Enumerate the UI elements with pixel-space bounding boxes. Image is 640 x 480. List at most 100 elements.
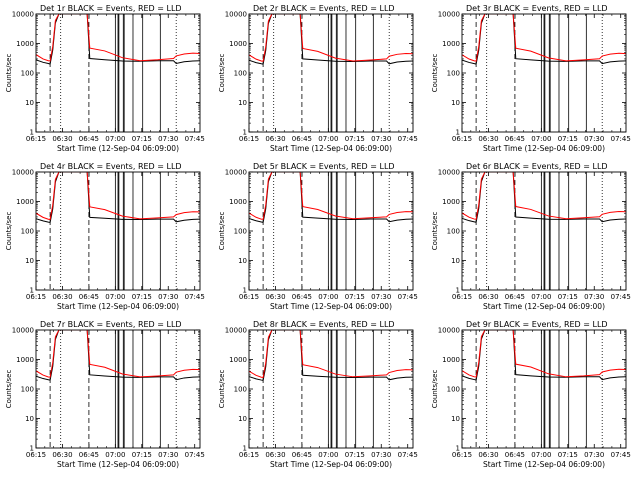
x-tick-label: 07:30 — [371, 451, 391, 459]
x-tick-label: 06:45 — [292, 293, 312, 301]
x-tick-label: 06:30 — [52, 451, 72, 459]
x-tick-label: 06:45 — [292, 135, 312, 143]
y-tick-label: 10000 — [225, 11, 247, 19]
x-tick-label: 07:45 — [398, 451, 418, 459]
y-tick-label: 100 — [234, 228, 247, 236]
panel-title: Det 4r BLACK = Events, RED = LLD — [40, 162, 182, 171]
panel-title: Det 2r BLACK = Events, RED = LLD — [253, 4, 395, 13]
x-tick-label: 07:15 — [558, 135, 578, 143]
y-tick-label: 1000 — [442, 356, 460, 364]
x-tick-label: 07:30 — [584, 135, 604, 143]
plot-frame — [35, 329, 201, 449]
x-tick-label: 06:15 — [239, 293, 259, 301]
x-axis-label: Start Time (12-Sep-04 06:09:00) — [483, 302, 605, 311]
x-tick-label: 07:00 — [105, 135, 125, 143]
y-tick-label: 10000 — [438, 169, 460, 177]
y-axis-label: Counts/sec — [431, 370, 439, 409]
y-tick-label: 10000 — [225, 327, 247, 335]
lld-series-line — [36, 14, 200, 62]
y-tick-label: 1000 — [442, 198, 460, 206]
x-tick-label: 07:00 — [318, 135, 338, 143]
plot-frame — [248, 171, 414, 291]
y-tick-label: 10 — [451, 99, 460, 107]
y-tick-label: 10 — [451, 415, 460, 423]
chart-panel-2: Det 2r BLACK = Events, RED = LLD Counts/s… — [218, 4, 418, 153]
y-tick-label: 1 — [456, 445, 460, 453]
x-tick-label: 07:45 — [611, 451, 631, 459]
y-tick-label: 100 — [21, 70, 34, 78]
panel-title: Det 7r BLACK = Events, RED = LLD — [40, 320, 182, 329]
lld-series-line — [249, 330, 413, 379]
x-tick-label: 07:45 — [398, 293, 418, 301]
y-tick-label: 10 — [25, 415, 34, 423]
y-tick-label: 1000 — [16, 356, 34, 364]
lld-series-line — [249, 14, 413, 62]
x-tick-label: 07:45 — [611, 135, 631, 143]
panel-title: Det 5r BLACK = Events, RED = LLD — [253, 162, 395, 171]
x-axis-label: Start Time (12-Sep-04 06:09:00) — [483, 460, 605, 469]
y-tick-label: 1 — [456, 129, 460, 137]
plot-frame — [248, 329, 414, 449]
y-tick-label: 10000 — [225, 169, 247, 177]
events-series-line — [249, 172, 413, 223]
y-tick-label: 10 — [25, 99, 34, 107]
y-tick-label: 100 — [21, 386, 34, 394]
y-tick-label: 10 — [25, 257, 34, 265]
y-tick-label: 100 — [234, 386, 247, 394]
x-tick-label: 06:30 — [52, 135, 72, 143]
lld-series-line — [462, 330, 626, 378]
y-axis-label: Counts/sec — [218, 212, 226, 251]
y-tick-label: 100 — [447, 228, 460, 236]
y-tick-label: 10 — [238, 99, 247, 107]
x-tick-label: 06:45 — [79, 135, 99, 143]
lld-series-line — [462, 14, 626, 62]
x-tick-label: 07:45 — [611, 293, 631, 301]
x-tick-label: 07:15 — [132, 135, 152, 143]
x-tick-label: 06:15 — [452, 135, 472, 143]
x-tick-label: 06:15 — [239, 451, 259, 459]
x-tick-label: 06:45 — [505, 451, 525, 459]
x-tick-label: 07:30 — [158, 293, 178, 301]
y-tick-label: 10000 — [438, 11, 460, 19]
y-axis-label: Counts/sec — [5, 212, 13, 251]
events-series-line — [462, 14, 626, 65]
y-tick-label: 1 — [243, 445, 247, 453]
x-tick-label: 06:15 — [452, 293, 472, 301]
events-series-line — [249, 14, 413, 65]
x-tick-label: 06:45 — [292, 451, 312, 459]
y-tick-label: 1000 — [442, 40, 460, 48]
x-tick-label: 07:00 — [318, 293, 338, 301]
x-tick-label: 07:45 — [185, 293, 205, 301]
y-tick-label: 100 — [447, 70, 460, 78]
x-tick-label: 06:45 — [79, 451, 99, 459]
events-series-line — [36, 14, 200, 65]
x-axis-label: Start Time (12-Sep-04 06:09:00) — [483, 144, 605, 153]
x-tick-label: 07:00 — [105, 451, 125, 459]
events-series-line — [462, 172, 626, 223]
x-axis-label: Start Time (12-Sep-04 06:09:00) — [270, 302, 392, 311]
x-tick-label: 06:15 — [26, 135, 46, 143]
plot-frame — [461, 329, 627, 449]
y-tick-label: 1 — [243, 129, 247, 137]
x-tick-label: 07:00 — [531, 135, 551, 143]
y-tick-label: 1000 — [229, 198, 247, 206]
y-tick-label: 10 — [238, 415, 247, 423]
x-tick-label: 06:30 — [478, 293, 498, 301]
x-tick-label: 06:30 — [265, 451, 285, 459]
y-axis-label: Counts/sec — [431, 212, 439, 251]
x-tick-label: 06:30 — [478, 135, 498, 143]
plot-frame — [248, 13, 414, 133]
y-tick-label: 10000 — [12, 11, 34, 19]
events-series-line — [36, 172, 200, 224]
x-tick-label: 06:30 — [265, 293, 285, 301]
x-tick-label: 06:15 — [26, 451, 46, 459]
x-tick-label: 06:30 — [265, 135, 285, 143]
x-axis-label: Start Time (12-Sep-04 06:09:00) — [270, 460, 392, 469]
x-tick-label: 07:30 — [584, 451, 604, 459]
x-tick-label: 07:15 — [132, 451, 152, 459]
y-tick-label: 1000 — [229, 40, 247, 48]
y-tick-label: 100 — [447, 386, 460, 394]
y-tick-label: 1 — [243, 287, 247, 295]
x-tick-label: 06:30 — [478, 451, 498, 459]
